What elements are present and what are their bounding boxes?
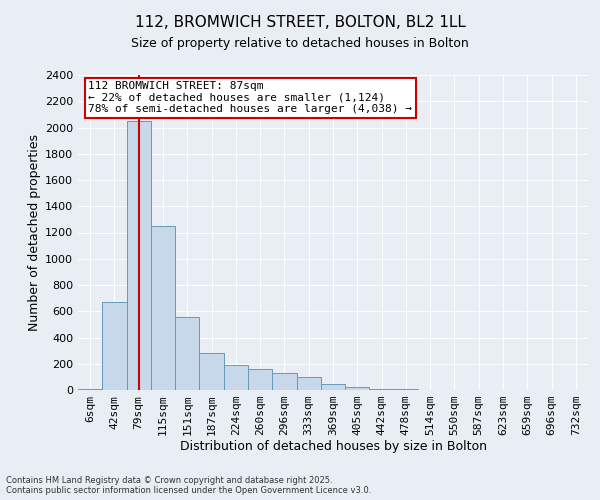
Bar	[102, 302, 127, 390]
Bar	[370, 388, 394, 390]
Bar	[78, 388, 102, 390]
Bar	[248, 369, 272, 390]
Y-axis label: Number of detached properties: Number of detached properties	[28, 134, 41, 331]
Text: Contains public sector information licensed under the Open Government Licence v3: Contains public sector information licen…	[6, 486, 371, 495]
X-axis label: Distribution of detached houses by size in Bolton: Distribution of detached houses by size …	[179, 440, 487, 452]
Text: Size of property relative to detached houses in Bolton: Size of property relative to detached ho…	[131, 38, 469, 51]
Bar	[296, 377, 321, 390]
Text: 112 BROMWICH STREET: 87sqm
← 22% of detached houses are smaller (1,124)
78% of s: 112 BROMWICH STREET: 87sqm ← 22% of deta…	[88, 82, 412, 114]
Text: Contains HM Land Registry data © Crown copyright and database right 2025.: Contains HM Land Registry data © Crown c…	[6, 476, 332, 485]
Bar	[151, 226, 175, 390]
Text: 112, BROMWICH STREET, BOLTON, BL2 1LL: 112, BROMWICH STREET, BOLTON, BL2 1LL	[134, 15, 466, 30]
Bar	[345, 388, 370, 390]
Bar	[321, 384, 345, 390]
Bar	[272, 373, 296, 390]
Bar	[127, 121, 151, 390]
Bar	[175, 316, 199, 390]
Bar	[224, 365, 248, 390]
Bar	[199, 353, 224, 390]
